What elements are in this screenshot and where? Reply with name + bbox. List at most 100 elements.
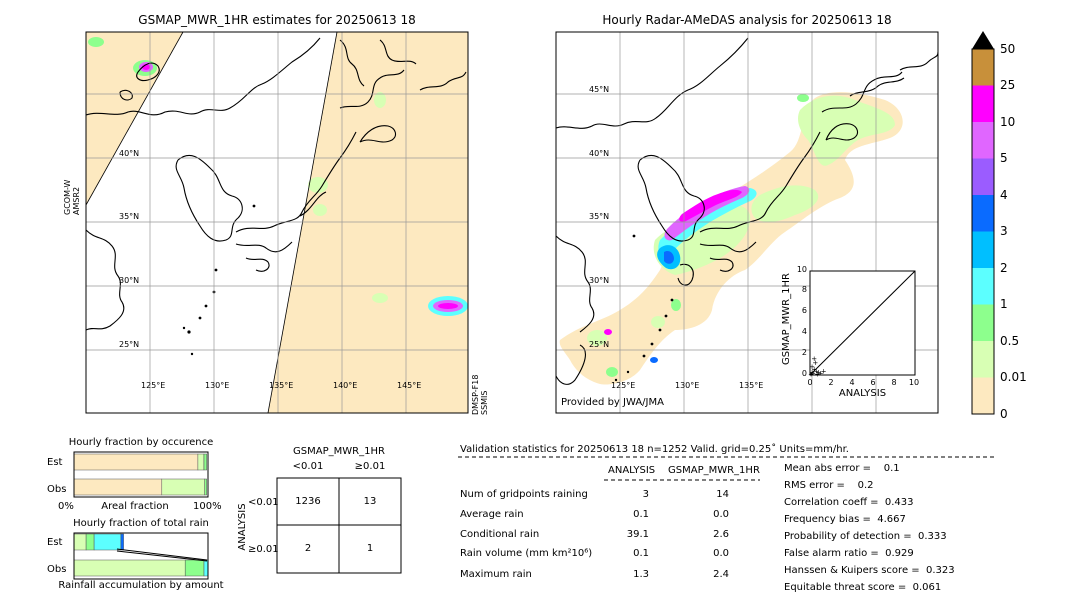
occurrence-x1: 100% bbox=[193, 501, 222, 512]
scatter-point: + bbox=[815, 368, 821, 376]
right-map-title: Hourly Radar-AMeDAS analysis for 2025061… bbox=[602, 13, 892, 27]
scatter-xtick: 0 bbox=[807, 378, 813, 387]
score-line: Probability of detection = 0.333 bbox=[784, 531, 947, 542]
score-line: Mean abs error = 0.1 bbox=[784, 463, 900, 474]
lat-label: 40°N bbox=[119, 149, 140, 158]
stat-analysis: 39.1 bbox=[626, 529, 649, 540]
score-line: Equitable threat score = 0.061 bbox=[784, 582, 942, 593]
occurrence-row-obs: Obs bbox=[47, 484, 67, 495]
stat-gsmap: 14 bbox=[716, 489, 729, 500]
contingency-title: GSMAP_MWR_1HR bbox=[293, 446, 385, 457]
scatter-point: + bbox=[818, 369, 824, 377]
colorbar-tick: 1 bbox=[1000, 297, 1008, 311]
lon-label: 125°E bbox=[141, 381, 166, 390]
lat-label: 35°N bbox=[119, 212, 140, 221]
scatter-ytick: 2 bbox=[801, 348, 807, 357]
validation-col-analysis: ANALYSIS bbox=[608, 465, 656, 476]
left-side-label: GCOM-W AMSR2 bbox=[63, 179, 81, 215]
lon-label: 135°E bbox=[739, 381, 764, 390]
total-rain-chart bbox=[73, 533, 209, 577]
scatter-ytick: 8 bbox=[801, 285, 807, 294]
scatter-xtick: 8 bbox=[891, 378, 897, 387]
stat-label: Maximum rain bbox=[460, 569, 532, 580]
stat-analysis: 1.3 bbox=[633, 569, 649, 580]
score-line: Correlation coeff = 0.433 bbox=[784, 497, 914, 508]
lon-label: 140°E bbox=[333, 381, 358, 390]
contingency-row-ge: ≥0.01 bbox=[248, 544, 279, 555]
stat-gsmap: 0.0 bbox=[713, 548, 729, 559]
bar-segment bbox=[203, 559, 209, 577]
score-line: Hanssen & Kuipers score = 0.323 bbox=[784, 565, 955, 576]
colorbar-segment bbox=[972, 304, 994, 342]
colorbar-tick: 4 bbox=[1000, 188, 1008, 202]
colorbar-tick: 0.01 bbox=[1000, 370, 1027, 384]
colorbar-segment bbox=[972, 268, 994, 305]
scatter-point: + bbox=[809, 368, 815, 376]
scatter-xtick: 6 bbox=[870, 378, 876, 387]
total-rain-row-obs: Obs bbox=[47, 564, 67, 575]
colorbar-extend-triangle bbox=[972, 31, 994, 49]
scatter-points: ++++++++++++ bbox=[808, 355, 827, 379]
data-credit: Provided by JWA/JMA bbox=[561, 397, 664, 408]
contingency-cell: 1236 bbox=[295, 496, 321, 507]
swath-ssmis bbox=[268, 32, 468, 413]
occurrence-chart bbox=[73, 453, 207, 496]
colorbar bbox=[972, 49, 994, 415]
scatter-diagonal bbox=[809, 270, 916, 376]
scatter-xtick: 10 bbox=[908, 378, 920, 387]
colorbar-tick: 0.5 bbox=[1000, 334, 1020, 348]
stat-analysis: 3 bbox=[642, 489, 649, 500]
score-line: False alarm ratio = 0.929 bbox=[784, 548, 914, 559]
contingency-ylabel: ANALYSIS bbox=[237, 503, 248, 551]
colorbar-tick: 0 bbox=[1000, 407, 1008, 421]
bar-segment bbox=[161, 478, 205, 496]
lat-label: 35°N bbox=[589, 212, 610, 221]
scatter-point: + bbox=[821, 367, 827, 375]
colorbar-segment bbox=[972, 341, 994, 378]
bar-segment bbox=[73, 533, 87, 551]
scatter-point: + bbox=[810, 369, 816, 377]
lat-label: 30°N bbox=[119, 276, 140, 285]
scatter-xtick: 2 bbox=[828, 378, 834, 387]
bar-segment bbox=[85, 533, 95, 551]
colorbar-tick: 10 bbox=[1000, 115, 1016, 129]
colorbar-tick: 50 bbox=[1000, 42, 1016, 56]
colorbar-segment bbox=[972, 49, 994, 86]
lon-label: 125°E bbox=[611, 381, 636, 390]
stat-gsmap: 2.4 bbox=[713, 569, 729, 580]
bar-segment bbox=[73, 559, 186, 577]
lat-label: 40°N bbox=[589, 149, 610, 158]
scatter-ytick: 10 bbox=[796, 265, 807, 274]
scatter-point: + bbox=[808, 371, 814, 379]
stat-label: Rain volume (mm km²10⁶) bbox=[460, 548, 593, 559]
stat-label: Average rain bbox=[460, 509, 524, 520]
lon-label: 135°E bbox=[269, 381, 294, 390]
scatter-point: + bbox=[811, 355, 817, 363]
left-map bbox=[86, 32, 468, 413]
bar-segment bbox=[203, 453, 207, 471]
contingency-cell: 1 bbox=[366, 543, 374, 554]
contingency-col-ge: ≥0.01 bbox=[354, 461, 386, 472]
scatter-ylabel: GSMAP_MWR_1HR bbox=[781, 273, 792, 365]
scatter-point: + bbox=[811, 365, 817, 373]
bar-segment bbox=[73, 453, 199, 471]
occurrence-row-est: Est bbox=[47, 457, 63, 468]
bar-segment bbox=[184, 559, 205, 577]
contingency-cell: 13 bbox=[363, 496, 377, 507]
left-map-title: GSMAP_MWR_1HR estimates for 20250613 18 bbox=[138, 13, 416, 27]
scatter-ytick: 6 bbox=[801, 306, 807, 315]
contingency-col-lt: <0.01 bbox=[292, 461, 324, 472]
colorbar-segment bbox=[972, 85, 994, 123]
total-rain-title: Hourly fraction of total rain bbox=[73, 518, 209, 529]
right-side-label: DMSP-F18 SSMIS bbox=[471, 374, 489, 415]
occurrence-xlabel: Areal fraction bbox=[101, 501, 169, 512]
scatter-point: + bbox=[812, 359, 818, 367]
stat-analysis: 0.1 bbox=[633, 548, 649, 559]
lat-label: 45°N bbox=[589, 85, 610, 94]
colorbar-segment bbox=[972, 158, 994, 196]
bar-segment bbox=[197, 453, 205, 471]
scatter-point: + bbox=[809, 363, 815, 371]
validation-col-gsmap: GSMAP_MWR_1HR bbox=[668, 465, 760, 476]
lon-label: 130°E bbox=[205, 381, 230, 390]
